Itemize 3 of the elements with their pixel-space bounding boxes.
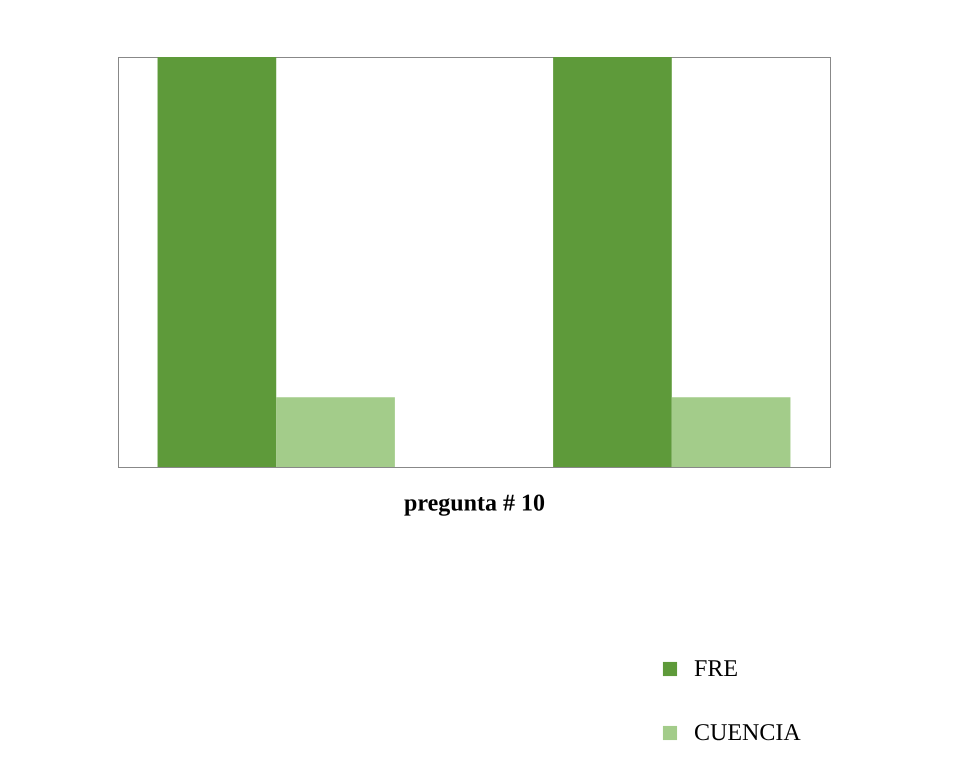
legend-label: FRE bbox=[694, 656, 738, 682]
text: pregunta # 10 bbox=[404, 490, 545, 516]
legend-label: CUENCIA bbox=[694, 720, 802, 746]
